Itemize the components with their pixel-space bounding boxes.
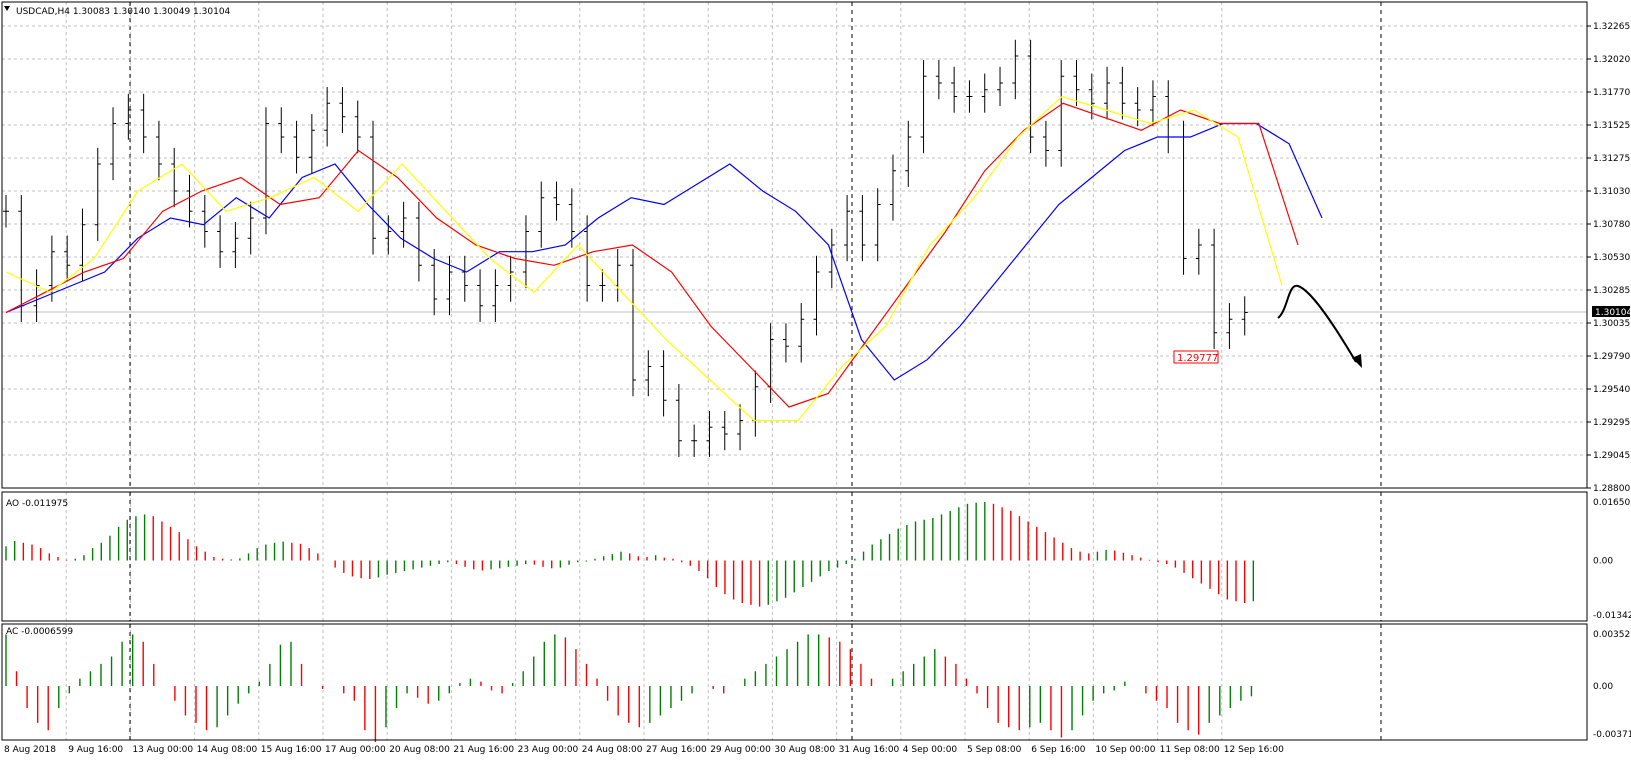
indicator-tick-label: 0.016502 [1593,498,1631,508]
time-tick-label: 10 Sep 00:00 [1095,745,1155,755]
chart-title: USDCAD,H4 1.30083 1.30140 1.30049 1.3010… [16,7,231,17]
price-tick-label: 1.32265 [1593,22,1630,32]
time-tick-label: 9 Aug 16:00 [68,745,123,755]
price-tick-label: 1.31770 [1593,88,1630,98]
ac-panel-label: AC -0.0006599 [6,627,73,637]
indicator-tick-label: -0.003710 [1593,730,1631,740]
time-tick-label: 27 Aug 16:00 [646,745,707,755]
indicator-tick-label: 0.003527 [1593,630,1631,640]
time-tick-label: 11 Sep 08:00 [1160,745,1220,755]
time-tick-label: 30 Aug 08:00 [774,745,835,755]
price-tick-label: 1.31525 [1593,121,1630,131]
price-tick-label: 1.31030 [1593,187,1630,197]
time-tick-label: 21 Aug 16:00 [453,745,514,755]
time-axis: 8 Aug 2018 9 Aug 16:00 13 Aug 00:00 14 Aug … [4,745,1284,755]
price-tick-label: 1.32020 [1593,55,1630,65]
current-price-box: 1.30104 [1592,306,1631,318]
time-tick-label: 4 Sep 00:00 [903,745,958,755]
low-price-label: 1.29777 [1177,353,1218,364]
price-tick-label: 1.29790 [1593,352,1630,362]
time-tick-label: 17 Aug 00:00 [325,745,386,755]
time-tick-label: 14 Aug 08:00 [197,745,258,755]
time-tick-label: 29 Aug 00:00 [710,745,771,755]
price-tick-label: 1.29540 [1593,385,1630,395]
time-tick-label: 6 Sep 16:00 [1031,745,1086,755]
price-axis: 1.32265 1.32020 1.31770 1.31525 1.31275 1.310… [1587,22,1631,740]
ao-panel-frame [1,491,1588,622]
price-tick-label: 1.30530 [1593,253,1630,263]
price-tick-label: 1.29295 [1593,418,1630,428]
price-tick-label: 1.29045 [1593,451,1630,461]
time-tick-label: 31 Aug 16:00 [839,745,900,755]
price-tick-label: 1.30285 [1593,286,1630,296]
time-tick-label: 23 Aug 00:00 [518,745,579,755]
time-tick-label: 13 Aug 00:00 [132,745,193,755]
price-tick-label: 1.31275 [1593,154,1630,164]
price-tick-label: 1.30780 [1593,220,1630,230]
ao-panel-label: AO -0.011975 [6,499,68,509]
indicator-tick-label: -0.013427 [1593,611,1631,621]
time-tick-label: 8 Aug 2018 [4,745,56,755]
indicator-tick-label: 0.00 [1593,682,1613,692]
chart-title-dropdown-icon[interactable] [4,6,10,11]
price-tick-label: 1.30035 [1593,319,1630,329]
ac-panel-frame [1,623,1588,741]
forecast-arrow [1277,284,1362,368]
time-tick-label: 12 Sep 16:00 [1224,745,1284,755]
alligator-line-alligator-teeth [5,102,1299,408]
time-tick-label: 15 Aug 16:00 [261,745,322,755]
low-price-marker: 1.29777 [1173,350,1219,364]
time-tick-label: 24 Aug 08:00 [582,745,643,755]
alligator-line-alligator-lips [5,95,1283,422]
current-price-label: 1.30104 [1595,308,1631,318]
time-tick-label: 5 Sep 08:00 [967,745,1022,755]
alligator-line-alligator-jaw [5,122,1323,381]
price-tick-label: 1.28800 [1593,484,1630,494]
indicator-tick-label: 0.00 [1593,557,1613,567]
time-tick-label: 20 Aug 08:00 [389,745,450,755]
main-panel-frame [1,1,1588,489]
